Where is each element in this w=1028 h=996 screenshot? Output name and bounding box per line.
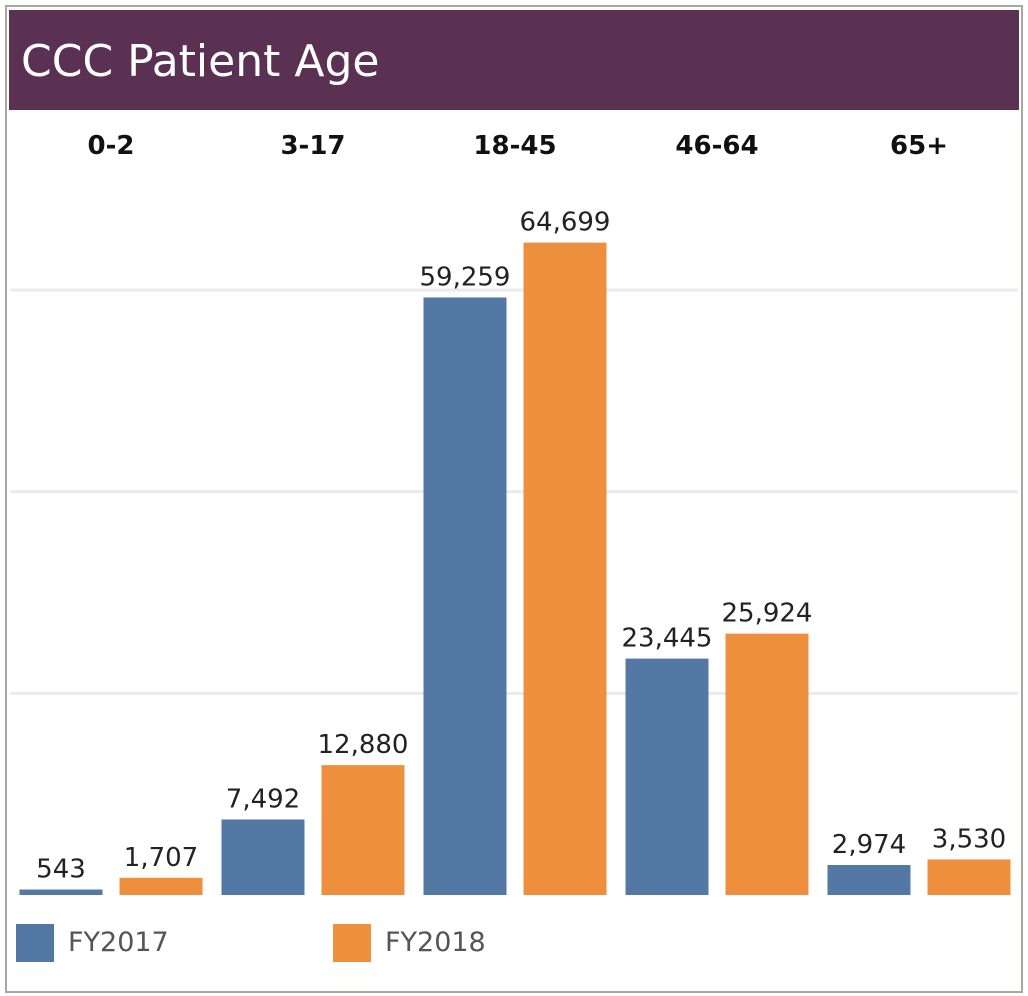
data-label-fy2017-0-2: 543 (36, 855, 86, 885)
legend-swatch-fy2017 (16, 924, 54, 962)
category-label-65-plus: 65+ (890, 131, 948, 161)
chart-title: CCC Patient Age (21, 36, 380, 87)
data-label-fy2018-0-2: 1,707 (124, 843, 198, 873)
data-label-fy2018-3-17: 12,880 (318, 730, 409, 760)
bar-fy2017-0-2 (19, 889, 103, 895)
bar-fy2018-46-64 (725, 633, 809, 895)
data-label-fy2017-65+: 2,974 (832, 830, 906, 860)
bar-fy2017-65+ (827, 865, 911, 895)
bar-fy2017-3-17 (221, 819, 305, 895)
data-label-fy2017-46-64: 23,445 (622, 624, 713, 654)
category-label-46-64: 46-64 (675, 131, 759, 161)
bar-fy2018-0-2 (119, 877, 203, 895)
data-label-fy2017-18-45: 59,259 (420, 262, 511, 292)
data-label-fy2018-65+: 3,530 (932, 824, 1006, 854)
bar-fy2018-18-45 (523, 242, 607, 896)
data-label-fy2018-18-45: 64,699 (520, 208, 611, 238)
bar-fy2017-46-64 (625, 658, 709, 895)
category-label-18-45: 18-45 (473, 131, 557, 161)
category-label-3-17: 3-17 (280, 131, 346, 161)
chart-frame (5, 5, 1023, 993)
data-label-fy2018-46-64: 25,924 (722, 599, 813, 629)
bar-fy2017-18-45 (423, 297, 507, 895)
category-label-0-2: 0-2 (87, 131, 135, 161)
legend-label-fy2018: FY2018 (385, 927, 486, 958)
legend-swatch-fy2018 (333, 924, 371, 962)
legend-label-fy2017: FY2017 (68, 927, 169, 958)
bar-fy2018-65+ (927, 859, 1011, 895)
bar-fy2018-3-17 (321, 765, 405, 895)
title-bar: CCC Patient Age (9, 10, 1019, 110)
data-label-fy2017-3-17: 7,492 (226, 784, 300, 814)
